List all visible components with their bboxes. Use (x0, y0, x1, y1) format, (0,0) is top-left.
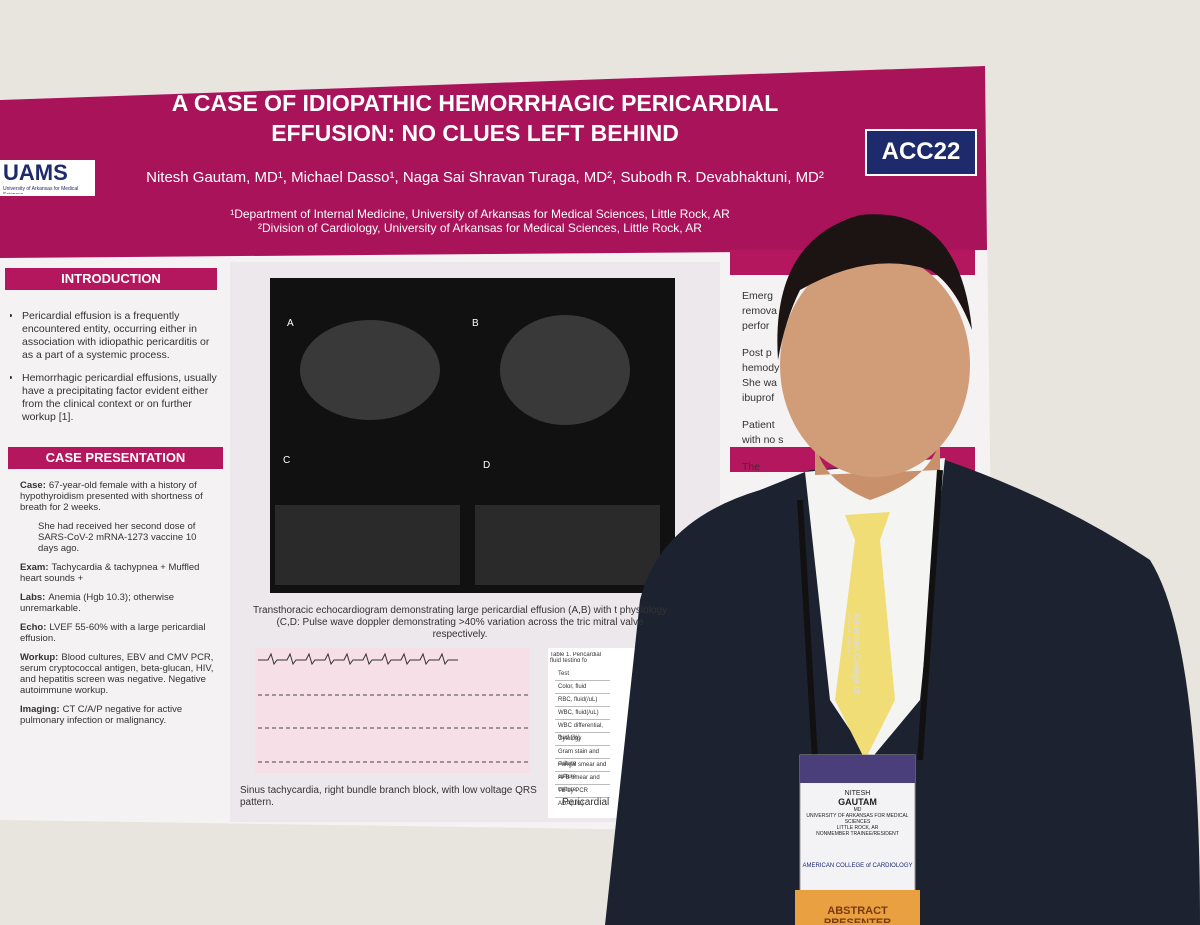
fragment: perfor (742, 320, 770, 332)
table-row: RBC, fluid(/uL) (555, 694, 610, 707)
panel-label: B (472, 318, 479, 329)
fragment: The (742, 461, 761, 473)
case-label: Case: (20, 480, 46, 491)
tie (835, 512, 895, 760)
case-label: Imaging: (20, 704, 60, 715)
panel-label: C (283, 455, 291, 466)
table-row: ADA(U/L) (555, 798, 610, 808)
panel-label: A (287, 318, 294, 329)
fragment: Patient (742, 419, 775, 431)
case-item: Case: 67-year-old female with a history o… (20, 480, 215, 513)
hair (777, 214, 972, 360)
doppler-d (475, 505, 660, 585)
table-row: Test (555, 668, 610, 681)
fragment: Emerg (742, 290, 773, 302)
badge-city: LITTLE ROCK, AR (836, 825, 879, 831)
badge-org: AMERICAN COLLEGE of CARDIOLOGY (802, 863, 913, 869)
ecg-traces (258, 694, 528, 763)
badge-first: NITESH (844, 790, 871, 797)
badge-text: NITESH GAUTAM MD UNIVERSITY OF ARKANSAS … (800, 790, 915, 890)
case-text: Tachycardia & tachypnea + Muffled heart … (20, 562, 200, 584)
acc-logo: ACC22 (881, 138, 961, 165)
poster-title: A CASE OF IDIOPATHIC HEMORRHAGIC PERICAR… (171, 90, 779, 146)
case-label: Exam: (20, 562, 49, 573)
badge-degree: MD (853, 807, 862, 813)
case-item: Workup: Blood cultures, EBV and CMV PCR, … (20, 652, 215, 696)
neck (815, 440, 940, 500)
case-item: Echo: LVEF 55-60% with a large pericardia… (20, 622, 215, 644)
case-text: She had received her second dose of SARS… (38, 521, 197, 554)
fragment: She wa (742, 377, 778, 389)
case-label: Echo: (20, 622, 47, 633)
table-rows: Test Color, fluid RBC, fluid(/uL) WBC, flui… (555, 668, 610, 808)
right-fragments: Emerg remova perfor Post p hemody She wa ibupr… (742, 290, 787, 500)
fragment: with no s (742, 434, 784, 446)
badge-member: NONMEMBER TRAINEE/RESIDENT (816, 831, 899, 837)
fragment: remova (742, 305, 778, 317)
case-label: Workup: (20, 652, 59, 663)
affiliation: ²Division of Cardiology, University of A… (258, 221, 702, 235)
table-row: AFB smear and culture (555, 772, 610, 793)
authors: Nitesh Gautam, MD¹, Michael Dasso¹, Naga… (146, 169, 824, 186)
table-row: Cytology (555, 733, 610, 746)
case-item: She had received her second dose of SARS… (20, 521, 215, 554)
case-text: Blood cultures, EBV and CMV PCR, serum c… (20, 652, 214, 696)
echo-b (500, 315, 630, 425)
echo-a (300, 320, 440, 420)
doppler-c (275, 505, 460, 585)
acc-logo-bg (865, 129, 977, 176)
lanyard-text: American College of Cardiology (848, 613, 862, 695)
table-row: TB by PCR (555, 785, 610, 798)
fragment: hemody (742, 362, 780, 374)
uams-logo: UAMS (3, 160, 68, 184)
table-row: Color, fluid (555, 681, 610, 694)
case-text: LVEF 55-60% with a large pericardial eff… (20, 622, 206, 644)
table-row: Gram stain and culture (555, 746, 610, 767)
ecg-caption: Sinus tachycardia, right bundle branch b… (240, 785, 537, 808)
case-label: Labs: (20, 592, 46, 603)
panel-label: D (483, 460, 491, 471)
table-row: Fungal smear and culture (555, 759, 610, 780)
ribbon-text: ABSTRACT PRESENTER (823, 905, 892, 923)
table-row: WBC differential, fluid (%) (555, 720, 610, 741)
table-caption: Pericardial (562, 797, 610, 808)
uams-logo-sub: University of Arkansas for Medical Scien… (3, 186, 79, 194)
section-heading: CASE PRESENTATION (8, 447, 223, 469)
badge-institution: UNIVERSITY OF ARKANSAS FOR MEDICAL SCIEN… (806, 813, 909, 825)
intro-body: Pericardial effusion is a frequently enc… (10, 310, 220, 440)
bullet: Pericardial effusion is a frequently enc… (22, 310, 220, 362)
badge-top (800, 755, 915, 783)
ribbon (795, 890, 920, 925)
case-text: CT C/A/P negative for active pulmonary i… (20, 704, 183, 726)
case-item: Labs: Anemia (Hgb 10.3); otherwise unrema… (20, 592, 215, 614)
case-text: Anemia (Hgb 10.3); otherwise unremarkabl… (20, 592, 175, 614)
table-title: Table 1. Pericardial fluid testing fo (550, 652, 602, 662)
face (780, 253, 970, 477)
lanyard (797, 469, 943, 761)
ecg-strip (255, 648, 530, 773)
badge-last: GAUTAM (838, 797, 877, 807)
affiliation: ¹Department of Internal Medicine, Univer… (230, 207, 730, 221)
case-body: Case: 67-year-old female with a history o… (20, 480, 215, 780)
bullet: Hemorrhagic pericardial effusions, usual… (22, 372, 220, 424)
case-text: 67-year-old female with a history of hyp… (20, 480, 203, 513)
echo-caption: Transthoracic echocardiogram demonstrati… (252, 605, 668, 640)
case-item: Exam: Tachycardia & tachypnea + Muffled h… (20, 562, 215, 584)
case-item: Imaging: CT C/A/P negative for active pul… (20, 704, 215, 726)
table-row: WBC, fluid(/uL) (555, 707, 610, 720)
uams-logo-bg (0, 160, 95, 196)
poster-header (0, 66, 987, 258)
section-heading: INTRODUCTION (5, 268, 217, 290)
fragment: Post p (742, 347, 772, 359)
ecg-trace (258, 652, 458, 666)
fragment: ibuprof (742, 392, 775, 404)
